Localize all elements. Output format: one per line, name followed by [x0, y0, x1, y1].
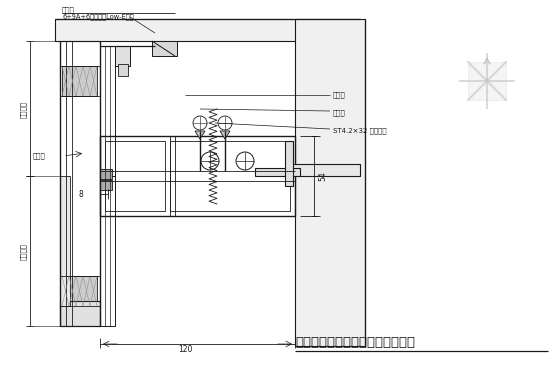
Bar: [100, 46, 115, 176]
Text: 分格尺寸: 分格尺寸: [20, 243, 26, 259]
Bar: [285, 141, 293, 186]
Bar: [55, 19, 360, 41]
Bar: [468, 62, 506, 100]
Bar: [115, 46, 130, 66]
Text: 120: 120: [178, 345, 192, 355]
Text: 密封胶: 密封胶: [33, 153, 46, 159]
Text: ST4.2×32 自钻螺钉: ST4.2×32 自钻螺钉: [333, 128, 386, 134]
Bar: [105, 141, 165, 211]
Text: 分格尺寸: 分格尺寸: [20, 101, 26, 118]
Bar: [295, 19, 365, 346]
Text: 54: 54: [318, 171, 327, 181]
Bar: [118, 64, 128, 76]
Text: 6+9A+6钢化中空Low-E玻璃: 6+9A+6钢化中空Low-E玻璃: [62, 14, 134, 20]
Bar: [152, 41, 177, 56]
Text: 玻璃料: 玻璃料: [62, 7, 74, 13]
Text: 8: 8: [78, 190, 83, 198]
Bar: [290, 164, 360, 176]
Bar: [100, 180, 112, 190]
Bar: [100, 136, 295, 216]
Bar: [255, 168, 300, 176]
Bar: [62, 276, 97, 306]
Bar: [170, 141, 290, 211]
Bar: [60, 176, 70, 306]
Text: 密封条: 密封条: [333, 92, 346, 98]
Text: 某明框玻璃幕墙（八）纵剖节点图: 某明框玻璃幕墙（八）纵剖节点图: [295, 336, 415, 349]
Polygon shape: [220, 131, 230, 139]
Bar: [60, 301, 100, 326]
Polygon shape: [195, 131, 205, 139]
Text: 密封条: 密封条: [333, 110, 346, 116]
Bar: [100, 176, 115, 326]
Bar: [100, 169, 112, 179]
Bar: [62, 66, 97, 96]
